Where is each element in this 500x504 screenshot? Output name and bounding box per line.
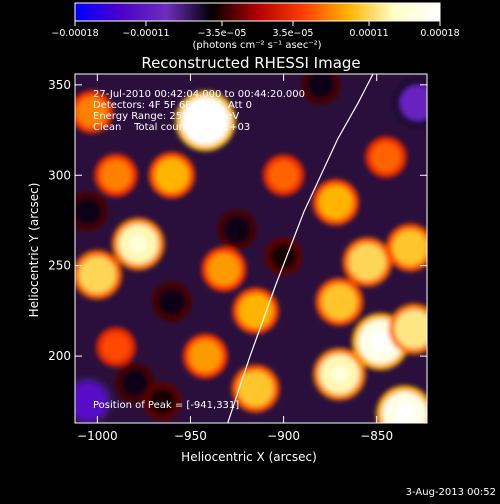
emission-source [237, 370, 274, 407]
emission-source [207, 253, 241, 286]
emission-source [100, 159, 132, 191]
emission-core [394, 403, 415, 423]
colorbar-tick-label: 0.00018 [420, 28, 459, 39]
emission-source [157, 287, 186, 316]
date-stamp: 3-Aug-2013 00:52 [406, 487, 496, 498]
colorbar-strip [75, 3, 440, 21]
emission-source [189, 339, 222, 373]
colorbar-tick-label: 0.00011 [349, 28, 388, 39]
y-axis-label: Heliocentric Y (arcsec) [27, 183, 41, 318]
emission-source [149, 388, 176, 415]
emission-source [78, 256, 116, 294]
plot-annotations: 27-Jul-2010 00:42:04.000 to 00:44:20.000… [93, 89, 305, 411]
chart-title: Reconstructed RHESSI Image [141, 54, 360, 72]
x-tick-label: −1000 [77, 429, 118, 443]
colorbar-tick-label: −0.00011 [122, 28, 169, 39]
emission-source [75, 381, 108, 421]
solar-limb-curve [227, 74, 374, 423]
method-counts-annotation: Clean Total counts: 2.92E+03 [93, 122, 250, 133]
emission-source [76, 96, 108, 128]
x-tick-label: −900 [267, 429, 300, 443]
y-tick-label: 300 [48, 168, 71, 182]
emission-source [223, 215, 251, 244]
x-tick-label: −850 [360, 429, 393, 443]
y-tick-label: 250 [48, 259, 71, 273]
emission-source [75, 197, 102, 226]
y-tick-label: 350 [48, 78, 71, 92]
emission-source [392, 229, 427, 266]
emission-source [154, 158, 189, 193]
energy-range-annotation: Energy Range: 25.0-50.0 keV [93, 111, 239, 122]
x-tick-label: −950 [174, 429, 207, 443]
emission-source [268, 160, 299, 190]
emission-source [306, 74, 335, 99]
colorbar-tick-label: 3.5e−05 [272, 28, 313, 39]
time-range-annotation: 27-Jul-2010 00:42:04.000 to 00:44:20.000 [93, 89, 305, 100]
emission-source [321, 284, 358, 320]
emission-source [102, 333, 130, 361]
emission-core [129, 234, 148, 254]
emission-source [394, 309, 427, 349]
emission-core [330, 365, 349, 384]
colorbar-tick-label: −0.00018 [51, 28, 98, 39]
emission-source [318, 185, 353, 220]
emission-source [238, 293, 273, 328]
emission-core [194, 110, 217, 132]
emission-source [371, 142, 401, 172]
colorbar: −0.00018 −0.00011 −3.5e−05 3.5e−05 0.00011 0.… [51, 2, 460, 51]
emission-core [370, 331, 391, 352]
x-axis-label: Heliocentric X (arcsec) [181, 450, 317, 464]
peak-position-annotation: Position of Peak = [-941,331] [93, 400, 239, 411]
plot-area: −1000 −950 −900 −850 200 250 300 350 [48, 73, 428, 443]
emission-source [270, 243, 297, 270]
y-tick-label: 200 [48, 349, 71, 363]
detectors-annotation: Detectors: 4F 5F 6F 7F 8F, Att 0 [93, 100, 252, 111]
emission-source [399, 85, 427, 121]
colorbar-tick-label: −3.5e−05 [198, 28, 247, 39]
emission-source [120, 369, 149, 398]
colorbar-units-label: (photons cm⁻² s⁻¹ asec⁻²) [192, 40, 321, 51]
emission-source [348, 243, 386, 281]
